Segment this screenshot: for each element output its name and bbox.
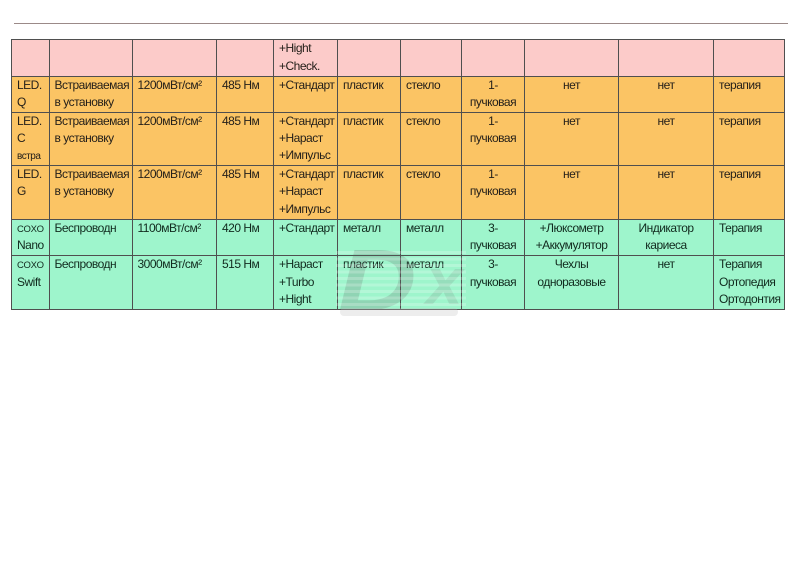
- svg-text:x: x: [423, 244, 465, 318]
- svg-text:D: D: [338, 242, 417, 322]
